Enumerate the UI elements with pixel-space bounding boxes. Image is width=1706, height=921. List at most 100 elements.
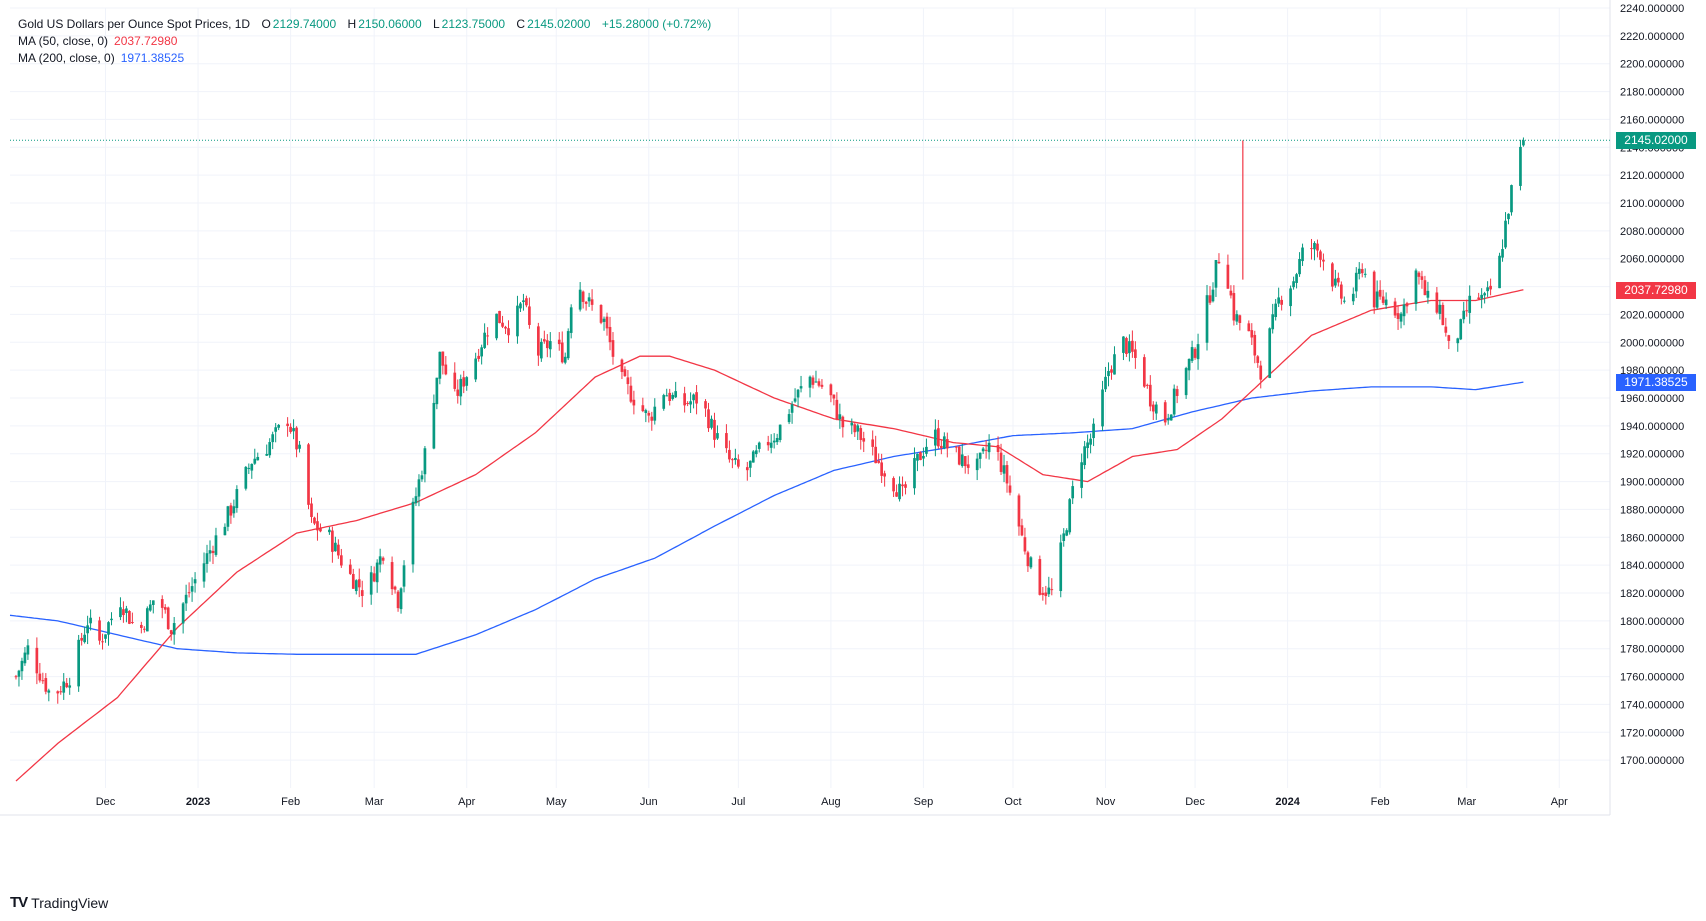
candle-body xyxy=(1107,371,1110,377)
candle-body xyxy=(1444,326,1448,333)
candle-body xyxy=(235,489,239,509)
candle-body xyxy=(542,339,546,342)
candle-body xyxy=(444,364,448,375)
candle-body xyxy=(1483,293,1486,296)
candle-body xyxy=(1301,247,1304,262)
candle-body xyxy=(313,517,316,524)
candle-body xyxy=(1062,533,1066,541)
candle-body xyxy=(895,492,898,497)
candle-body xyxy=(540,341,543,359)
candle-body xyxy=(1125,338,1128,354)
ma200-label: MA (200, close, 0) xyxy=(18,51,115,65)
candle-body xyxy=(1402,304,1406,317)
candle-body xyxy=(611,340,615,357)
tradingview-brand[interactable]: TV TradingView xyxy=(10,894,108,911)
candle-body xyxy=(354,580,358,592)
candle-body xyxy=(772,440,776,443)
candle-body xyxy=(1008,485,1012,493)
candle-body xyxy=(265,454,269,456)
candle-body xyxy=(1378,289,1382,297)
candle-body xyxy=(1101,389,1104,427)
candle-body xyxy=(984,449,988,451)
candle-body xyxy=(1480,294,1483,299)
candle-body xyxy=(1298,259,1301,275)
candle-body xyxy=(832,394,836,399)
candle-body xyxy=(557,339,561,345)
legend-ma50-row[interactable]: MA (50, close, 0) 2037.72980 xyxy=(18,33,713,50)
candle-body xyxy=(465,377,469,386)
y-tick-label: 2200.000000 xyxy=(1620,59,1684,71)
candle-body xyxy=(1238,315,1242,324)
candle-body xyxy=(975,458,979,471)
candle-body xyxy=(62,681,66,693)
candle-body xyxy=(256,456,260,461)
candle-body xyxy=(528,306,531,325)
x-tick-label: May xyxy=(546,796,567,808)
candle-body xyxy=(799,386,803,389)
y-tick-label: 2180.000000 xyxy=(1620,87,1684,99)
candle-body xyxy=(1026,552,1030,567)
candle-body xyxy=(999,452,1003,472)
candle-body xyxy=(713,419,716,440)
candle-body xyxy=(1169,414,1173,421)
candle-body xyxy=(632,399,636,406)
candle-body xyxy=(668,392,672,401)
candle-body xyxy=(1331,263,1334,287)
candle-body xyxy=(1050,589,1054,591)
candle-body xyxy=(871,439,875,447)
candle-body xyxy=(229,505,233,516)
candle-body xyxy=(1059,542,1063,592)
candle-body xyxy=(417,479,421,497)
candle-body xyxy=(357,579,361,588)
candle-body xyxy=(1083,446,1086,466)
candle-body xyxy=(1405,303,1409,307)
candle-body xyxy=(1337,277,1340,283)
candle-body xyxy=(716,433,719,439)
candle-body xyxy=(1172,388,1176,415)
y-tick-label: 2080.000000 xyxy=(1620,226,1684,238)
candle-body xyxy=(247,467,251,469)
candle-body xyxy=(480,347,483,357)
candle-body xyxy=(954,446,958,448)
close-value: 2145.02000 xyxy=(527,17,591,31)
candle-body xyxy=(766,441,770,446)
candle-body xyxy=(1247,323,1251,332)
candle-body xyxy=(501,322,504,327)
candle-body xyxy=(1292,281,1295,288)
candle-body xyxy=(757,442,761,449)
candle-body xyxy=(1020,525,1024,536)
candle-body xyxy=(44,678,48,692)
candle-body xyxy=(393,586,397,590)
candle-body xyxy=(590,299,594,305)
candle-body xyxy=(1313,243,1316,250)
candle-body xyxy=(360,590,364,597)
candle-body xyxy=(14,676,18,678)
legend-symbol-row[interactable]: Gold US Dollars per Ounce Spot Prices, 1… xyxy=(18,16,713,33)
candle-body xyxy=(331,530,334,552)
candle-body xyxy=(1145,384,1149,386)
candle-body xyxy=(1250,330,1254,338)
candle-body xyxy=(1023,537,1027,552)
candle-body xyxy=(351,573,355,589)
candle-body xyxy=(119,607,122,618)
candle-body xyxy=(898,483,901,500)
candle-body xyxy=(653,406,657,421)
candle-body xyxy=(581,291,585,302)
candle-body xyxy=(184,594,188,604)
candle-body xyxy=(1142,357,1146,387)
candle-body xyxy=(605,316,609,329)
candle-body xyxy=(1351,293,1355,302)
legend-ma200-row[interactable]: MA (200, close, 0) 1971.38525 xyxy=(18,50,713,67)
candle-body xyxy=(59,691,63,693)
y-tick-label: 1940.000000 xyxy=(1620,421,1684,433)
candle-body xyxy=(1065,530,1069,536)
candle-body xyxy=(1131,340,1134,352)
candle-body xyxy=(1498,255,1501,289)
candle-body xyxy=(1122,336,1125,353)
candle-body xyxy=(919,452,922,461)
candle-body xyxy=(1235,314,1239,322)
y-tick-label: 1960.000000 xyxy=(1620,393,1684,405)
candle-body xyxy=(1322,259,1325,262)
